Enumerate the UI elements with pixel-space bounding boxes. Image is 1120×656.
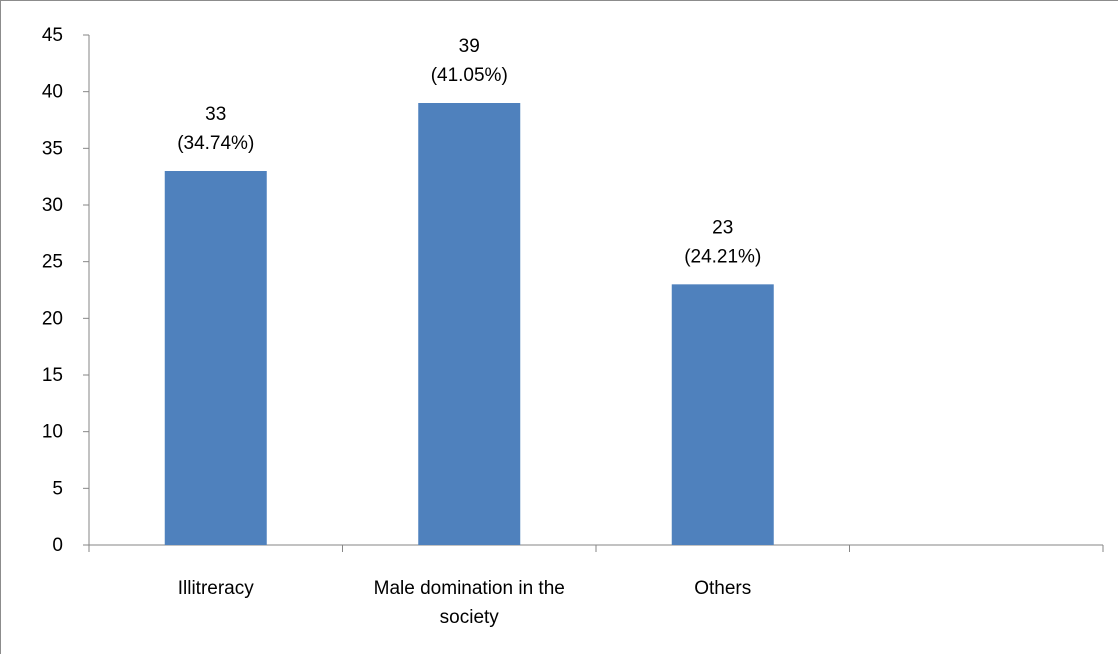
y-axis: 0 5 10 15 20 25 30 35 40 45	[42, 25, 90, 556]
x-category-label: Illitreracy	[178, 578, 255, 599]
y-tick-label: 35	[42, 138, 63, 159]
y-tick-label: 30	[42, 195, 63, 216]
y-tick-label: 15	[42, 365, 63, 386]
y-tick-label: 45	[42, 25, 63, 46]
bar-data-label: 23	[712, 217, 733, 238]
bar-data-label: 33	[205, 104, 226, 125]
y-tick-label: 0	[52, 535, 63, 556]
y-tick-label: 20	[42, 308, 63, 329]
y-tick-label: 40	[42, 82, 63, 103]
bar	[418, 103, 521, 545]
data-labels: 33 (34.74%) 39 (41.05%) 23 (24.21%)	[177, 36, 761, 267]
bars	[164, 103, 774, 545]
x-category-label: society	[440, 607, 500, 628]
bar-data-label: (34.74%)	[177, 133, 254, 154]
y-tick-label: 5	[52, 478, 63, 499]
y-tick-label: 10	[42, 422, 63, 443]
y-tick-label: 25	[42, 252, 63, 273]
bar-data-label: (41.05%)	[431, 65, 508, 86]
x-category-label: Others	[694, 578, 751, 599]
bar	[164, 171, 267, 545]
bar-data-label: 39	[459, 36, 480, 57]
bar	[671, 284, 774, 545]
bar-data-label: (24.21%)	[684, 246, 761, 267]
x-category-label: Male domination in the	[374, 578, 565, 599]
x-axis: Illitreracy Male domination in the society…	[88, 544, 1104, 628]
